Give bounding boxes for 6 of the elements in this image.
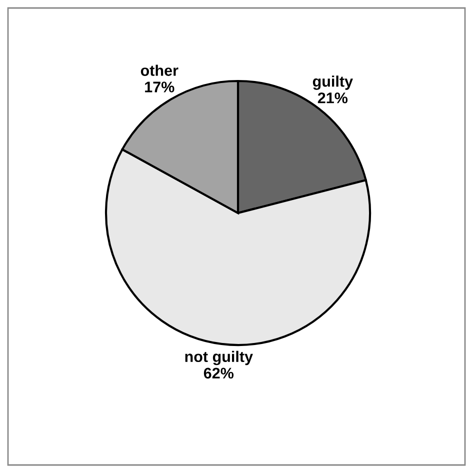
data-label: 21%: [318, 92, 348, 104]
data-label: 62%: [204, 368, 234, 379]
slice-label: not guilty: [185, 350, 253, 366]
slice-label: other: [140, 64, 178, 76]
slice-label: guilty: [312, 76, 353, 90]
data-label: 17%: [145, 82, 174, 92]
